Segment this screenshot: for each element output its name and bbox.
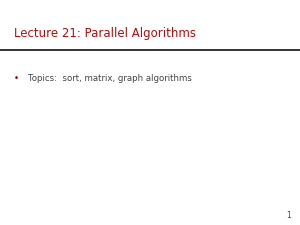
Text: Lecture 21: Parallel Algorithms: Lecture 21: Parallel Algorithms xyxy=(14,27,196,40)
Text: •: • xyxy=(14,74,19,83)
Text: Topics:  sort, matrix, graph algorithms: Topics: sort, matrix, graph algorithms xyxy=(28,74,192,83)
Text: 1: 1 xyxy=(286,212,291,220)
